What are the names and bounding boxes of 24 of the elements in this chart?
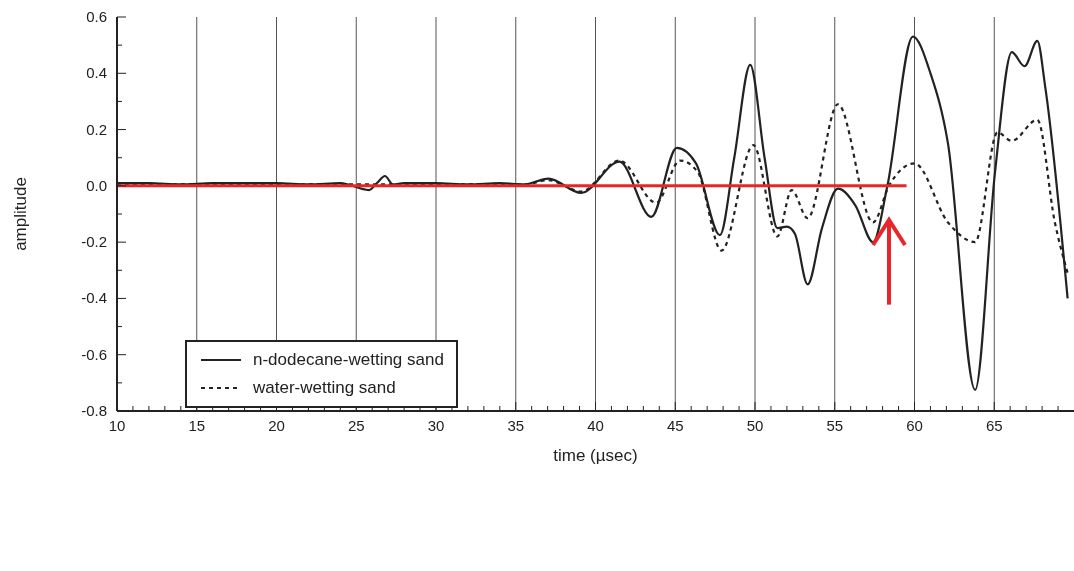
x-tick-label: 10 [108, 417, 126, 434]
x-tick-label: 40 [587, 417, 604, 434]
legend-label: n-dodecane-wetting sand [253, 350, 444, 370]
x-tick-label: 25 [347, 417, 365, 434]
x-tick-label: 20 [268, 417, 285, 434]
y-tick-label: 0.6 [86, 8, 107, 25]
y-tick-label: -0.6 [81, 345, 107, 363]
y-tick-label: 0.2 [86, 120, 107, 138]
x-axis-title: time (µsec) [553, 446, 638, 465]
y-tick-label: -0.4 [81, 289, 107, 307]
x-tick-label: 35 [507, 417, 525, 434]
x-tick-label: 45 [666, 417, 684, 434]
x-tick-label: 30 [427, 417, 445, 434]
x-tick-label: 55 [826, 417, 844, 434]
y-tick-label: -0.2 [81, 233, 107, 251]
y-tick-label: 0.4 [86, 64, 107, 82]
y-axis-title: amplitude [11, 177, 31, 251]
x-tick-label: 15 [188, 417, 206, 434]
x-tick-label: 50 [746, 417, 764, 434]
legend-label: water-wetting sand [253, 378, 396, 398]
y-tick-label: 0.0 [86, 176, 107, 194]
y-tick-label: -0.8 [81, 402, 107, 419]
x-tick-label: 60 [906, 417, 923, 434]
x-tick-label: 65 [985, 417, 1003, 434]
